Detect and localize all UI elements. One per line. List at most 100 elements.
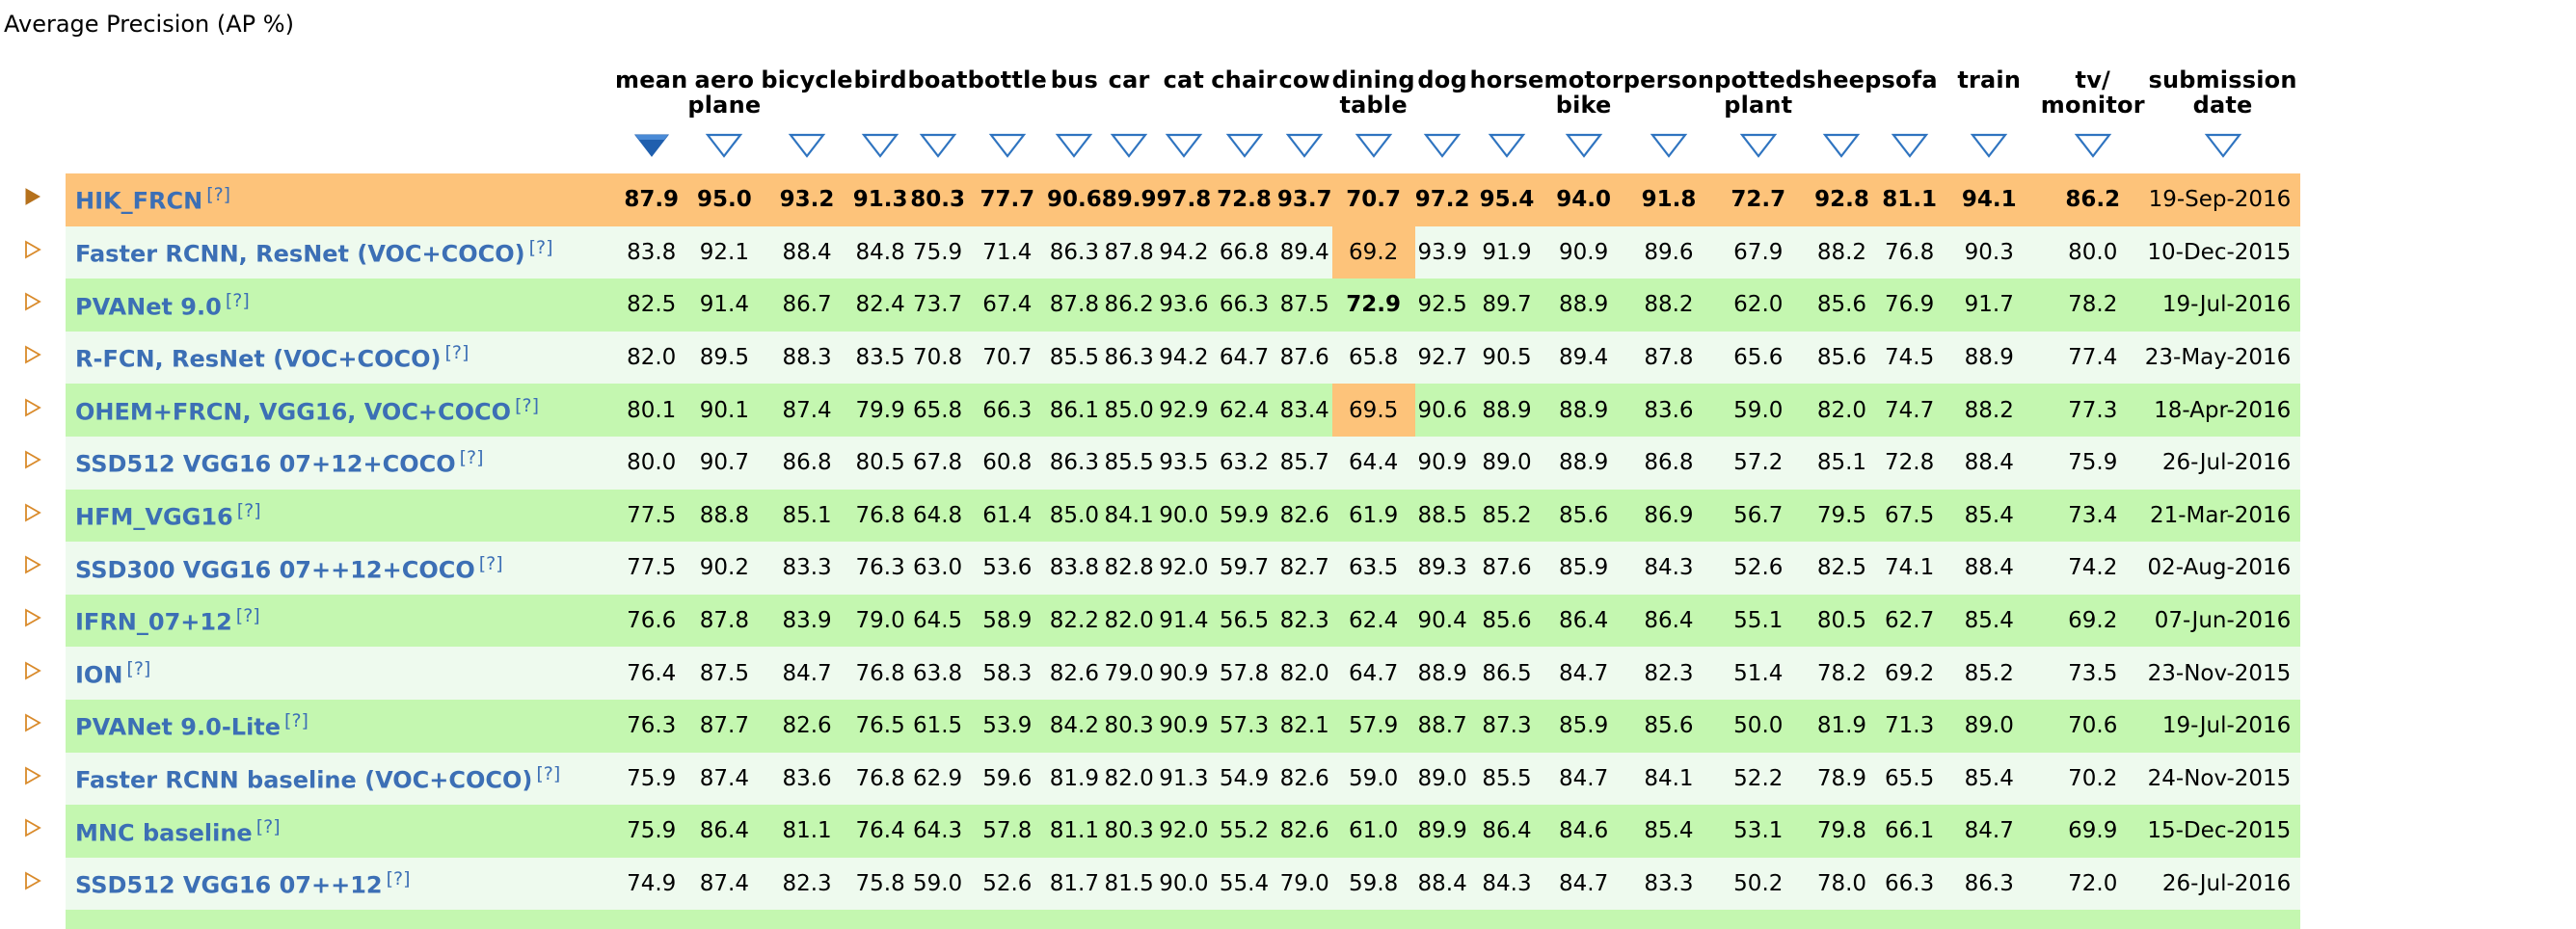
- col-header-sofa[interactable]: sofa: [1882, 67, 1938, 123]
- col-header-dog[interactable]: dog: [1415, 67, 1470, 123]
- row-expand-cell[interactable]: [0, 647, 66, 700]
- row-expand-cell[interactable]: [0, 805, 66, 858]
- col-header-aeroplane[interactable]: aero plane: [687, 67, 761, 123]
- row-expand-cell[interactable]: [0, 173, 66, 226]
- method-link[interactable]: IFRN_07+12: [75, 608, 232, 636]
- sort-arrow-icon[interactable]: [2204, 132, 2242, 159]
- sort-arrow-icon[interactable]: [1565, 132, 1603, 159]
- row-expand-cell[interactable]: [0, 490, 66, 543]
- sort-arrow-icon[interactable]: [788, 132, 826, 159]
- method-link[interactable]: SSD512 VGG16 07+12+COCO: [75, 451, 456, 479]
- method-link[interactable]: R-FCN, ResNet (VOC+COCO): [75, 345, 442, 373]
- expand-triangle-icon[interactable]: [24, 766, 41, 785]
- sort-arrow-icon[interactable]: [1970, 132, 2008, 159]
- help-link[interactable]: [?]: [459, 447, 484, 469]
- help-link[interactable]: [?]: [284, 710, 309, 732]
- method-link[interactable]: PVANet 9.0-Lite: [75, 714, 282, 742]
- col-header-cat[interactable]: cat: [1156, 67, 1211, 123]
- row-expand-cell[interactable]: [0, 332, 66, 385]
- sort-arrow-icon[interactable]: [1891, 132, 1929, 159]
- sort-arrow-icon[interactable]: [1488, 132, 1526, 159]
- method-link[interactable]: OHEM+FRCN, VGG16, VOC+COCO: [75, 398, 512, 426]
- method-link[interactable]: HIK_FRCN: [75, 188, 203, 216]
- method-link[interactable]: ION: [75, 661, 123, 689]
- method-link[interactable]: MNC baseline: [75, 819, 253, 847]
- row-expand-cell[interactable]: [0, 437, 66, 490]
- sort-arrow-icon[interactable]: [861, 132, 899, 159]
- expand-triangle-icon[interactable]: [24, 713, 41, 732]
- col-header-tvmonitor[interactable]: tv/monitor: [2041, 67, 2145, 123]
- method-link[interactable]: SSD512 VGG16 07++12: [75, 871, 383, 899]
- col-header-car[interactable]: car: [1102, 67, 1157, 123]
- col-header-pottedplant[interactable]: potted plant: [1714, 67, 1802, 123]
- sort-arrow-active-icon[interactable]: [632, 132, 671, 159]
- expand-triangle-icon[interactable]: [24, 187, 41, 206]
- col-header-motorbike[interactable]: motor bike: [1543, 67, 1623, 123]
- help-link[interactable]: [?]: [536, 763, 561, 784]
- col-header-horse[interactable]: horse: [1470, 67, 1544, 123]
- col-header-date[interactable]: submission date: [2145, 67, 2301, 123]
- row-expand-cell[interactable]: [0, 858, 66, 911]
- sort-arrow-icon[interactable]: [1165, 132, 1203, 159]
- col-header-sheep[interactable]: sheep: [1802, 67, 1881, 123]
- help-link[interactable]: [?]: [444, 342, 470, 364]
- method-link[interactable]: Faster RCNN, ResNet (VOC+COCO): [75, 240, 525, 268]
- method-link[interactable]: PVANet 9.0: [75, 293, 222, 321]
- expand-triangle-icon[interactable]: [24, 608, 41, 627]
- help-link[interactable]: [?]: [126, 657, 151, 679]
- col-header-bicycle[interactable]: bicycle: [761, 67, 852, 123]
- help-link[interactable]: [?]: [515, 394, 539, 416]
- help-link[interactable]: [?]: [225, 289, 250, 311]
- col-header-diningtable[interactable]: dining table: [1332, 67, 1415, 123]
- method-link[interactable]: SSD300 VGG16 07++12+COCO: [75, 556, 475, 584]
- col-header-chair[interactable]: chair: [1211, 67, 1277, 123]
- method-link[interactable]: HFM_VGG16: [75, 503, 233, 531]
- help-link[interactable]: [?]: [235, 605, 260, 627]
- sort-arrow-icon[interactable]: [705, 132, 743, 159]
- help-link[interactable]: [?]: [255, 815, 281, 837]
- sort-arrow-icon[interactable]: [1822, 132, 1861, 159]
- method-link[interactable]: Faster RCNN baseline (VOC+COCO): [75, 766, 533, 794]
- help-link[interactable]: [?]: [478, 552, 503, 574]
- expand-triangle-icon[interactable]: [24, 292, 41, 312]
- help-link[interactable]: [?]: [206, 184, 231, 206]
- help-link[interactable]: [?]: [236, 500, 261, 522]
- row-expand-cell[interactable]: [0, 384, 66, 437]
- expand-triangle-icon[interactable]: [24, 398, 41, 417]
- col-header-train[interactable]: train: [1938, 67, 2041, 123]
- col-header-bottle[interactable]: bottle: [968, 67, 1047, 123]
- expand-triangle-icon[interactable]: [24, 661, 41, 680]
- help-link[interactable]: [?]: [528, 237, 553, 259]
- expand-triangle-icon[interactable]: [24, 450, 41, 469]
- col-header-boat[interactable]: boat: [908, 67, 968, 123]
- row-expand-cell[interactable]: [0, 279, 66, 332]
- row-expand-cell[interactable]: [0, 226, 66, 279]
- sort-arrow-icon[interactable]: [1355, 132, 1393, 159]
- sort-arrow-icon[interactable]: [1225, 132, 1264, 159]
- row-expand-cell[interactable]: [0, 595, 66, 648]
- sort-arrow-icon[interactable]: [1110, 132, 1148, 159]
- expand-triangle-icon[interactable]: [24, 345, 41, 364]
- sort-arrow-icon[interactable]: [1650, 132, 1688, 159]
- expand-triangle-icon[interactable]: [24, 503, 41, 522]
- col-header-bus[interactable]: bus: [1047, 67, 1102, 123]
- col-header-cow[interactable]: cow: [1277, 67, 1332, 123]
- sort-arrow-icon[interactable]: [1739, 132, 1778, 159]
- expand-triangle-icon[interactable]: [24, 871, 41, 890]
- expand-triangle-icon[interactable]: [24, 240, 41, 259]
- sort-arrow-icon[interactable]: [988, 132, 1027, 159]
- row-expand-cell[interactable]: [0, 542, 66, 595]
- help-link[interactable]: [?]: [386, 868, 411, 890]
- expand-triangle-icon[interactable]: [24, 555, 41, 575]
- sort-arrow-icon[interactable]: [1423, 132, 1462, 159]
- expand-triangle-icon[interactable]: [24, 818, 41, 837]
- sort-arrow-icon[interactable]: [2074, 132, 2112, 159]
- sort-arrow-icon[interactable]: [1055, 132, 1093, 159]
- col-header-person[interactable]: person: [1623, 67, 1714, 123]
- sort-arrow-icon[interactable]: [919, 132, 957, 159]
- row-expand-cell[interactable]: [0, 753, 66, 806]
- col-header-bird[interactable]: bird: [853, 67, 908, 123]
- col-header-mean[interactable]: mean: [615, 67, 687, 123]
- sort-arrow-icon[interactable]: [1285, 132, 1324, 159]
- row-expand-cell[interactable]: [0, 700, 66, 753]
